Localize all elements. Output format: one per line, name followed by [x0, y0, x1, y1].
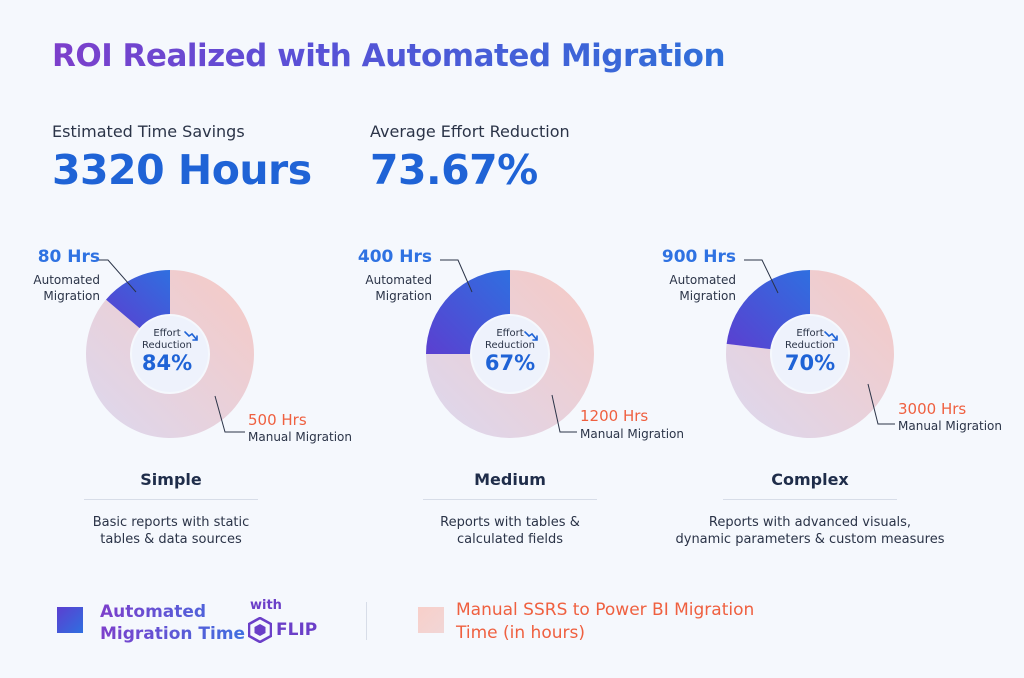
legend-label-manual: Manual SSRS to Power BI Migration Time (i… — [456, 600, 755, 643]
leader-line — [867, 383, 895, 425]
category-title-simple: Simple — [140, 470, 202, 489]
trend-down-icon — [184, 331, 198, 341]
donut-slice-automated — [426, 270, 510, 354]
effort-pct-simple: 84% — [141, 351, 193, 375]
donut-slice-manual — [85, 270, 255, 439]
manual-hours-complex: 3000 Hrs — [898, 400, 967, 418]
automated-hours-complex: 900 Hrs — [661, 247, 736, 267]
category-title-medium: Medium — [474, 470, 546, 489]
category-title-complex: Complex — [771, 470, 849, 489]
leader-line — [551, 394, 577, 433]
legend-swatch-manual — [418, 607, 444, 633]
divider — [84, 499, 258, 500]
divider — [723, 499, 897, 500]
automated-hours-simple: 80 Hrs — [37, 247, 100, 267]
effort-reduction-value: 73.67% — [370, 146, 538, 194]
manual-label-complex: Manual Migration — [898, 419, 1002, 433]
brand-name: FLIP — [276, 620, 318, 640]
automated-label-simple: Automated Migration — [33, 273, 100, 303]
effort-label-simple: Effort Reduction — [142, 328, 192, 351]
manual-label-medium: Manual Migration — [580, 427, 684, 441]
leader-line — [440, 259, 473, 293]
effort-reduction-label: Average Effort Reduction — [370, 122, 570, 141]
automated-hours-medium: 400 Hrs — [357, 247, 432, 267]
effort-label-medium: Effort Reduction — [485, 328, 535, 351]
leader-line — [744, 259, 779, 294]
manual-label-simple: Manual Migration — [248, 430, 352, 444]
category-desc-medium: Reports with tables & calculated fields — [440, 515, 580, 547]
effort-label-complex: Effort Reduction — [785, 328, 835, 351]
effort-pct-complex: 70% — [784, 351, 836, 375]
manual-hours-medium: 1200 Hrs — [580, 407, 649, 425]
legend-swatch-automated — [57, 607, 83, 633]
category-desc-complex: Reports with advanced visuals, dynamic pa… — [675, 515, 945, 547]
legend-label-automated: Automated Migration Time — [100, 602, 246, 644]
legend-divider — [366, 602, 367, 640]
effort-pct-medium: 67% — [484, 351, 536, 375]
flip-logo-icon — [248, 617, 272, 643]
leader-line — [214, 395, 245, 433]
leader-line — [96, 259, 137, 293]
page-title: ROI Realized with Automated Migration — [52, 38, 726, 74]
automated-label-complex: Automated Migration — [669, 273, 736, 303]
donut-slice-manual — [726, 270, 895, 439]
time-savings-label: Estimated Time Savings — [52, 122, 245, 141]
trend-down-icon — [524, 331, 538, 341]
divider — [423, 499, 597, 500]
automated-label-medium: Automated Migration — [365, 273, 432, 303]
time-savings-value: 3320 Hours — [52, 146, 312, 194]
manual-hours-simple: 500 Hrs — [248, 411, 307, 429]
donut-slice-automated — [105, 270, 170, 329]
trend-down-icon — [824, 331, 838, 341]
legend-with: with — [250, 598, 282, 613]
category-desc-simple: Basic reports with static tables & data s… — [92, 515, 250, 547]
donut-slice-automated — [726, 270, 810, 350]
